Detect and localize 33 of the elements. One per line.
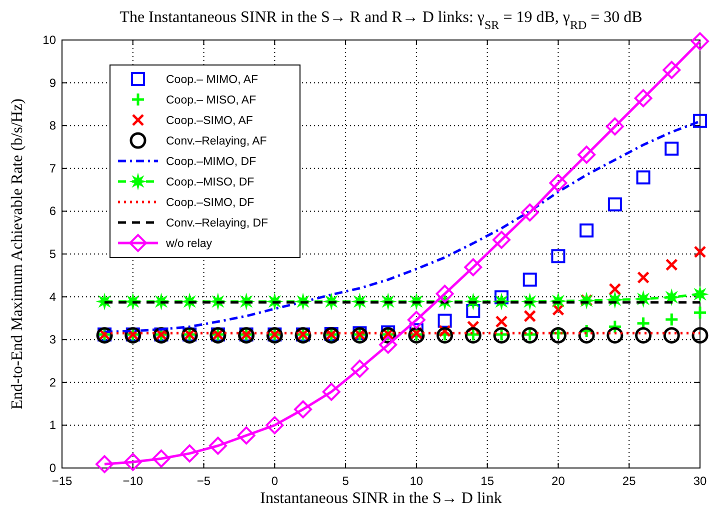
legend-label: Coop.–SIMO, AF <box>166 115 253 127</box>
x-tick-label: 10 <box>410 474 424 488</box>
y-axis-title: End-to-End Maximum Achievable Rate (b/s/Hz) <box>9 98 26 410</box>
x-tick-label: 0 <box>271 474 278 488</box>
y-tick-label: 10 <box>42 33 56 47</box>
legend-label: Coop.–MIMO, DF <box>166 156 256 168</box>
chart-title: The Instantaneous SINR in the S→ R and R→ D links: γ$_{SR}$ = 19 dB, γ$_{RD}$ = 30 dB <box>120 9 642 32</box>
legend-label: w/o relay <box>165 238 212 250</box>
x-axis-title: Instantaneous SINR in the S→ D link <box>260 490 502 507</box>
x-tick-label: 15 <box>480 474 494 488</box>
x-tick-label: −5 <box>196 474 211 488</box>
x-tick-label: −15 <box>52 474 72 488</box>
legend-label: Conv.–Relaying, AF <box>166 136 267 148</box>
legend-label: Coop.–SIMO, DF <box>166 197 254 209</box>
y-tick-label: 8 <box>49 118 56 133</box>
x-tick-label: 5 <box>342 474 350 488</box>
legend-label: Coop.– MIMO, AF <box>166 74 258 86</box>
y-tick-label: 2 <box>49 375 56 390</box>
y-tick-label: 7 <box>49 161 56 176</box>
y-tick-label: 1 <box>49 418 56 432</box>
y-tick-label: 3 <box>49 332 56 347</box>
legend-label: Coop.–MISO, DF <box>166 176 254 188</box>
y-tick-label: 4 <box>49 290 56 304</box>
x-tick-label: 30 <box>693 474 707 488</box>
y-tick-label: 0 <box>49 461 56 475</box>
legend-label: Conv.–Relaying, DF <box>166 218 268 230</box>
y-tick-label: 5 <box>49 247 56 261</box>
y-tick-label: 9 <box>49 76 56 90</box>
legend-label: Coop.– MISO, AF <box>166 94 256 106</box>
x-tick-label: −10 <box>122 474 144 488</box>
x-tick-label: 20 <box>552 474 566 488</box>
x-tick-label: 25 <box>622 474 636 488</box>
y-tick-label: 6 <box>49 204 56 218</box>
